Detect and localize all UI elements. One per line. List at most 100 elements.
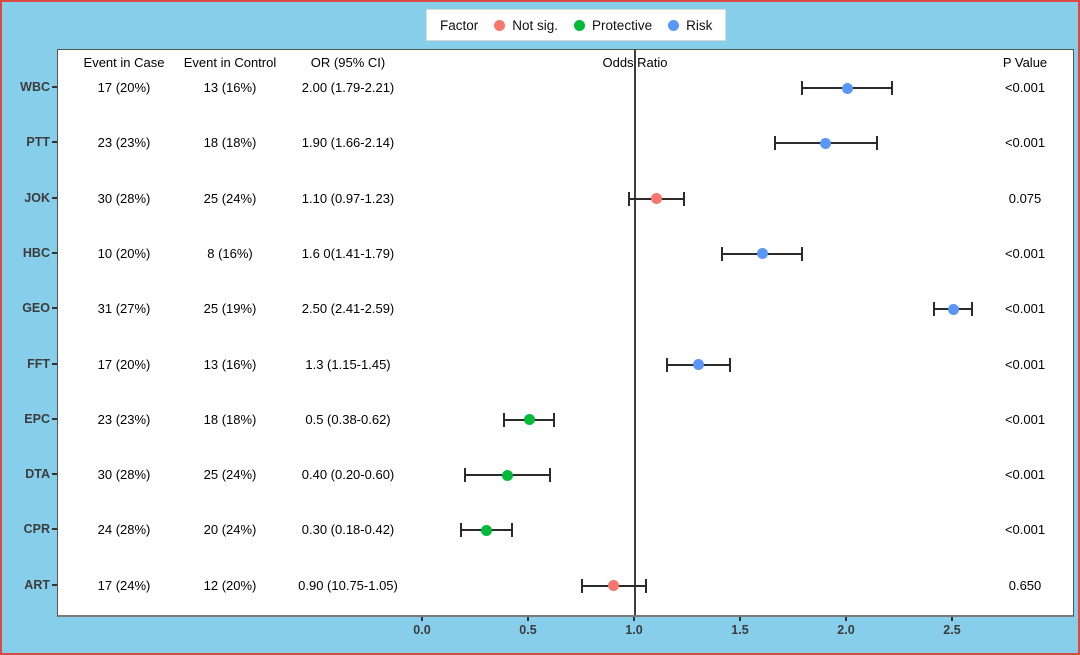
column-header-event-in-control: Event in Control xyxy=(183,55,277,70)
event-in-control-value: 13 (16%) xyxy=(203,356,257,372)
column-header-or-ci: OR (95% CI) xyxy=(310,55,386,70)
legend-item-label: Risk xyxy=(686,17,713,33)
event-in-case-value: 17 (20%) xyxy=(97,356,151,372)
legend-item-risk: Risk xyxy=(668,18,712,33)
or-point xyxy=(841,82,853,94)
or-ci-value: 1.10 (0.97-1.23) xyxy=(301,190,395,206)
or-point xyxy=(523,414,535,426)
p-value: <0.001 xyxy=(1004,301,1046,317)
or-ci-value: 0.40 (0.20-0.60) xyxy=(301,467,395,483)
x-axis-tick xyxy=(527,617,529,621)
or-ci-value: 0.30 (0.18-0.42) xyxy=(301,522,395,538)
p-value: <0.001 xyxy=(1004,411,1046,427)
column-header-p-value: P Value xyxy=(1002,55,1048,70)
ci-cap-high xyxy=(875,136,878,151)
plot-panel: Event in Case Event in Control OR (95% C… xyxy=(57,49,1074,617)
row-label-hbc: HBC xyxy=(22,245,50,260)
event-in-case-value: 23 (23%) xyxy=(97,135,151,151)
event-in-control-value: 12 (20%) xyxy=(203,577,257,593)
y-axis-tick xyxy=(52,86,57,88)
ci-cap-high xyxy=(511,523,514,538)
event-in-case-value: 23 (23%) xyxy=(97,411,151,427)
p-value: 0.650 xyxy=(1008,577,1042,593)
ci-cap-low xyxy=(627,191,630,206)
row-label-dta: DTA xyxy=(25,467,50,482)
or-ci-value: 1.90 (1.66-2.14) xyxy=(301,135,395,151)
p-value: <0.001 xyxy=(1004,522,1046,538)
y-axis-tick xyxy=(52,417,57,420)
y-axis-tick xyxy=(52,251,57,254)
ci-cap-high xyxy=(549,468,552,483)
x-axis-label: 1.0 xyxy=(625,623,643,637)
y-axis-tick xyxy=(52,528,57,531)
ci-cap-low xyxy=(460,523,463,538)
event-in-control-value: 20 (24%) xyxy=(203,522,257,538)
legend-item-protective: Protective xyxy=(574,18,652,33)
p-value: 0.075 xyxy=(1008,190,1042,206)
ci-cap-low xyxy=(773,136,776,151)
reference-line-or-1 xyxy=(634,50,636,615)
y-axis-tick xyxy=(52,307,57,310)
ci-cap-low xyxy=(801,81,804,95)
row-label-jok: JOK xyxy=(24,190,50,205)
y-axis-tick xyxy=(52,473,57,476)
row-label-cpr: CPR xyxy=(23,522,50,537)
x-axis-label: 2.5 xyxy=(943,623,961,637)
event-in-case-value: 31 (27%) xyxy=(97,301,151,317)
x-axis-tick xyxy=(421,617,423,621)
row-label-geo: GEO xyxy=(22,301,50,316)
or-ci-value: 2.00 (1.79-2.21) xyxy=(301,80,395,95)
protective-dot-icon xyxy=(574,19,586,31)
x-axis-tick xyxy=(951,617,953,621)
ci-cap-high xyxy=(553,412,556,427)
legend-item-label: Protective xyxy=(592,17,653,33)
or-ci-value: 0.5 (0.38-0.62) xyxy=(305,411,391,427)
row-label-wbc: WBC xyxy=(20,80,50,94)
ci-cap-high xyxy=(644,578,647,593)
p-value: <0.001 xyxy=(1004,245,1046,261)
event-in-control-value: 18 (18%) xyxy=(203,411,257,427)
p-value: <0.001 xyxy=(1004,356,1046,372)
ci-cap-low xyxy=(502,412,505,427)
y-axis-tick xyxy=(52,583,57,586)
risk-dot-icon xyxy=(668,19,680,31)
legend-item-label: Not sig. xyxy=(512,17,559,33)
or-point xyxy=(650,193,662,205)
x-axis-tick xyxy=(845,617,847,621)
event-in-control-value: 13 (16%) xyxy=(203,80,257,95)
p-value: <0.001 xyxy=(1004,467,1046,483)
event-in-control-value: 25 (19%) xyxy=(203,301,257,317)
ci-cap-low xyxy=(720,246,723,261)
event-in-control-value: 25 (24%) xyxy=(203,190,257,206)
event-in-case-value: 17 (20%) xyxy=(97,80,151,95)
ci-cap-low xyxy=(464,468,467,483)
legend: Factor Not sig. Protective Risk xyxy=(426,9,727,41)
or-point xyxy=(608,580,620,592)
ci-cap-low xyxy=(581,578,583,593)
ci-cap-high xyxy=(971,302,974,317)
event-in-control-value: 8 (16%) xyxy=(207,245,253,261)
event-in-control-value: 25 (24%) xyxy=(203,467,257,483)
event-in-case-value: 30 (28%) xyxy=(97,190,151,206)
event-in-case-value: 30 (28%) xyxy=(97,467,151,483)
or-ci-value: 2.50 (2.41-2.59) xyxy=(301,301,395,317)
legend-title: Factor xyxy=(440,17,479,33)
or-point xyxy=(693,359,705,370)
or-point xyxy=(820,137,832,149)
event-in-case-value: 10 (20%) xyxy=(97,245,151,261)
event-in-case-value: 17 (24%) xyxy=(97,577,151,593)
ci-cap-low xyxy=(665,357,668,372)
or-ci-value: 1.3 (1.15-1.45) xyxy=(305,356,391,372)
ci-cap-high xyxy=(801,246,804,261)
ci-cap-high xyxy=(729,357,732,372)
p-value: <0.001 xyxy=(1004,135,1046,151)
x-axis-label: 2.0 xyxy=(837,623,855,637)
y-axis-tick xyxy=(52,141,57,144)
p-value: <0.001 xyxy=(1004,80,1046,95)
ci-cap-low xyxy=(932,302,935,317)
event-in-control-value: 18 (18%) xyxy=(203,135,257,151)
x-axis-tick xyxy=(633,617,635,621)
ci-cap-high xyxy=(890,81,893,95)
or-ci-value: 0.90 (10.75-1.05) xyxy=(298,577,398,593)
or-point xyxy=(502,469,514,481)
